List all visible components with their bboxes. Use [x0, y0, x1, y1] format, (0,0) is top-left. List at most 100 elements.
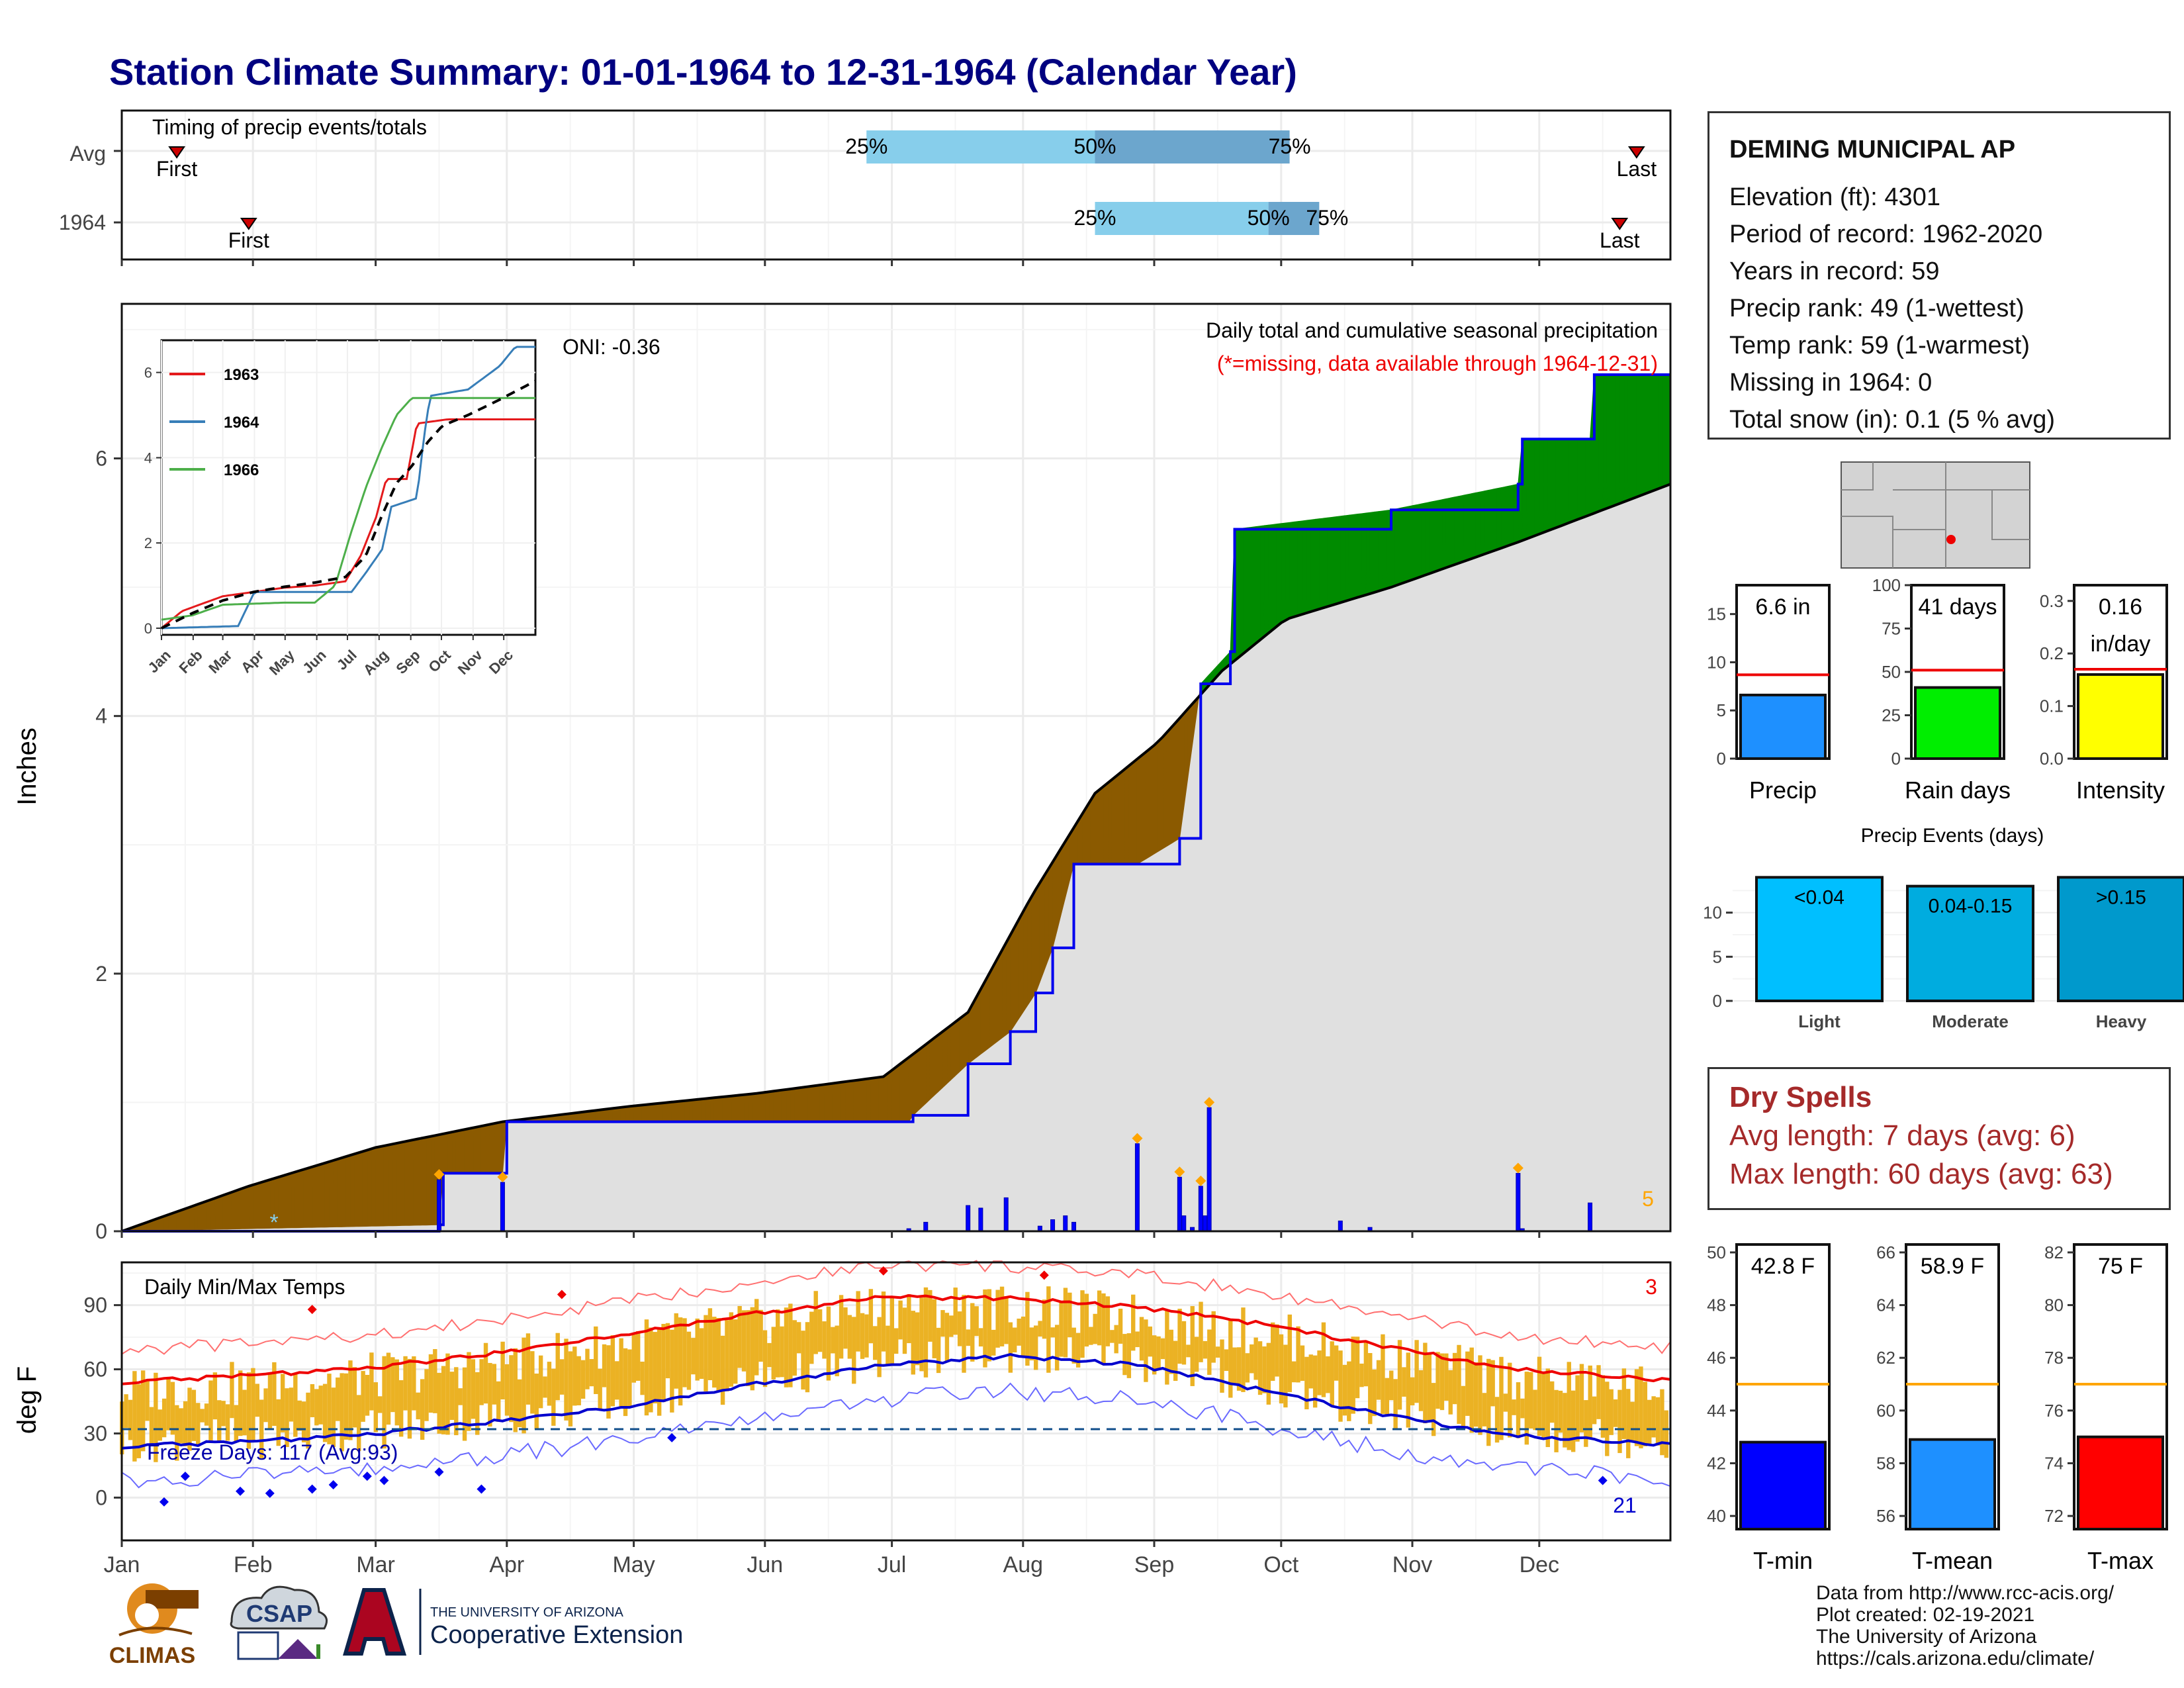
mini-axis-label: Intensity	[2076, 776, 2165, 804]
daily-temp-range-bar	[369, 1352, 374, 1411]
daily-temp-range-bar	[272, 1362, 277, 1427]
daily-temp-range-bar	[839, 1295, 844, 1359]
daily-precip-bar	[1516, 1172, 1521, 1232]
hot-days-count: 3	[1645, 1275, 1657, 1299]
daily-precip-bar	[1050, 1219, 1056, 1232]
mini-axis-label: Rain days	[1905, 776, 2011, 804]
daily-temp-range-bar	[373, 1382, 379, 1432]
daily-temp-range-bar	[1080, 1290, 1085, 1358]
month-tick-label: Oct	[1263, 1552, 1298, 1577]
daily-temp-range-bar	[547, 1362, 552, 1406]
daily-temp-range-bar	[1617, 1389, 1622, 1454]
daily-temp-range-bar	[1211, 1311, 1216, 1363]
daily-temp-range-bar	[1596, 1365, 1601, 1419]
daily-temp-range-bar	[580, 1360, 586, 1399]
daily-temp-range-bar	[1308, 1354, 1313, 1389]
timing-title: Timing of precip events/totals	[152, 115, 427, 139]
last-event-marker	[1611, 218, 1629, 230]
mini-tick-label: 100	[1872, 575, 1901, 595]
daily-temp-range-bar	[1046, 1286, 1051, 1373]
record-high-marker	[557, 1289, 567, 1299]
mini-axis-label: Precip	[1749, 776, 1817, 804]
daily-temp-range-bar	[555, 1333, 560, 1401]
daily-temp-range-bar	[1169, 1329, 1173, 1374]
daily-temp-range-bar	[1418, 1370, 1424, 1411]
daily-temp-range-bar	[1469, 1347, 1474, 1433]
daily-temp-range-bar	[424, 1369, 429, 1421]
daily-temp-range-bar	[729, 1312, 734, 1387]
inset-legend-label: 1964	[224, 414, 259, 432]
timing-row-label-avg: Avg	[69, 142, 106, 165]
daily-temp-range-bar	[1156, 1336, 1161, 1370]
daily-temp-range-bar	[957, 1311, 962, 1346]
daily-temp-range-bar	[1071, 1327, 1076, 1364]
daily-temp-range-bar	[488, 1362, 492, 1427]
daily-temp-range-bar	[1008, 1322, 1013, 1373]
mini-tick-label: 58	[1876, 1453, 1895, 1473]
daily-temp-range-bar	[187, 1387, 192, 1451]
daily-temp-range-bar	[1144, 1319, 1148, 1382]
daily-temp-range-bar	[856, 1291, 860, 1352]
dry-spells-avg-length: Avg length: 7 days (avg: 6)	[1729, 1119, 2075, 1152]
daily-temp-range-bar	[1042, 1299, 1047, 1339]
daily-temp-range-bar	[1410, 1377, 1415, 1406]
precip-ytick-label: 0	[95, 1219, 107, 1243]
daily-temp-range-bar	[259, 1399, 264, 1458]
daily-temp-range-bar	[1063, 1288, 1068, 1358]
daily-temp-range-bar	[394, 1359, 399, 1426]
timing-p75-label: 75%	[1269, 134, 1311, 158]
daily-temp-range-bar	[1512, 1399, 1516, 1415]
inset-xtick-label: Feb	[175, 647, 205, 677]
daily-precip-bar	[500, 1182, 505, 1232]
daily-precip-bar	[1203, 1215, 1208, 1232]
inset-xtick-label: Dec	[486, 647, 516, 677]
daily-temp-range-bar	[1084, 1293, 1089, 1347]
daily-temp-range-bar	[1283, 1344, 1288, 1408]
daily-temp-range-bar	[1017, 1318, 1021, 1346]
daily-temp-range-bar	[467, 1352, 471, 1431]
daily-temp-range-bar	[1541, 1371, 1546, 1439]
daily-temp-range-bar	[860, 1313, 865, 1359]
daily-temp-range-bar	[1406, 1352, 1411, 1428]
daily-temp-range-bar	[1326, 1356, 1330, 1393]
event-category-label: Heavy	[2096, 1011, 2147, 1031]
daily-temp-range-bar	[175, 1405, 179, 1461]
temp-ylabel: deg F	[13, 1366, 42, 1434]
daily-temp-range-bar	[852, 1317, 856, 1384]
daily-temp-range-bar	[433, 1349, 437, 1413]
mini-tick-label: 56	[1876, 1506, 1895, 1526]
freeze-days-label: Freeze Days: 117 (Avg:93)	[147, 1440, 398, 1464]
month-tick-label: Sep	[1134, 1552, 1175, 1577]
daily-temp-range-bar	[1381, 1334, 1385, 1414]
credit-plot-created: Plot created: 02-19-2021	[1816, 1604, 2035, 1626]
daily-temp-range-bar	[1397, 1340, 1402, 1410]
daily-temp-range-bar	[962, 1295, 966, 1373]
mini-tick-label: 50	[1707, 1243, 1726, 1262]
month-tick-label: Nov	[1392, 1552, 1432, 1577]
daily-temp-range-bar	[1029, 1327, 1034, 1361]
record-low-marker	[236, 1486, 246, 1496]
precip-count-label: 5	[1642, 1187, 1654, 1211]
mini-value-label: 58.9 F	[1921, 1254, 1984, 1279]
temp-ytick-label: 0	[95, 1485, 107, 1509]
logos-row: CLIMAS CSAP THE UNIVERSITY OF ARIZONA Co…	[109, 1583, 683, 1668]
timing-row-label-year: 1964	[59, 211, 106, 234]
normal-min-line	[121, 1352, 1671, 1450]
daily-temp-range-bar	[357, 1395, 361, 1452]
daily-temp-range-bar	[1427, 1354, 1432, 1423]
daily-temp-range-bar	[179, 1408, 183, 1444]
mini-tick-label: 48	[1707, 1295, 1726, 1315]
daily-temp-range-bar	[1253, 1337, 1258, 1380]
daily-temp-range-bar	[1664, 1410, 1669, 1458]
daily-temp-range-bar	[792, 1320, 797, 1376]
record-low-marker	[477, 1484, 486, 1494]
daily-temp-range-bar	[1385, 1378, 1390, 1417]
daily-temp-range-bar	[568, 1351, 573, 1427]
daily-temp-range-bar	[1021, 1316, 1026, 1358]
daily-temp-range-bar	[1570, 1390, 1576, 1452]
daily-temp-range-bar	[788, 1303, 793, 1387]
daily-temp-range-bar	[915, 1312, 920, 1366]
daily-temp-range-bar	[817, 1309, 823, 1352]
mini-tick-label: 0.2	[2040, 643, 2064, 663]
page-title: Station Climate Summary: 01-01-1964 to 1…	[109, 51, 1297, 93]
